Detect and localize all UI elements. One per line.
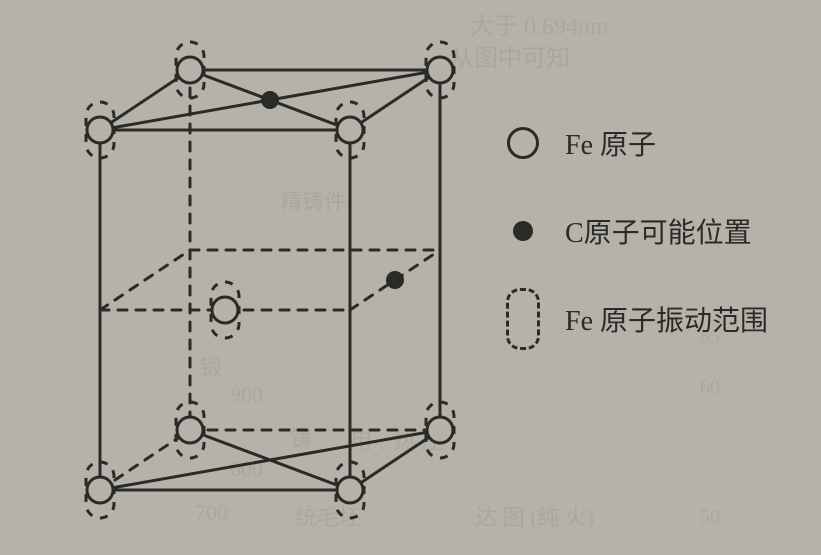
legend-label-fe: Fe 原子 bbox=[565, 123, 656, 163]
legend-row-fe: Fe 原子 bbox=[495, 115, 768, 171]
legend-row-capsule: Fe 原子振动范围 bbox=[495, 291, 768, 347]
fe-atom-icon bbox=[495, 127, 551, 159]
ghost-text: 达 图 (纯 火) bbox=[475, 500, 594, 532]
ghost-text: 大于 0.694nm bbox=[470, 6, 609, 41]
c-atom-icon bbox=[495, 221, 551, 241]
vibration-range-icon bbox=[495, 288, 551, 350]
lattice-diagram bbox=[20, 10, 490, 555]
legend: Fe 原子 C原子可能位置 Fe 原子振动范围 bbox=[495, 115, 768, 379]
ghost-text: 50 bbox=[700, 506, 720, 529]
ghost-text: 60 bbox=[700, 376, 720, 399]
legend-row-c: C原子可能位置 bbox=[495, 203, 768, 259]
legend-label-c: C原子可能位置 bbox=[565, 211, 752, 251]
legend-label-capsule: Fe 原子振动范围 bbox=[565, 299, 768, 339]
